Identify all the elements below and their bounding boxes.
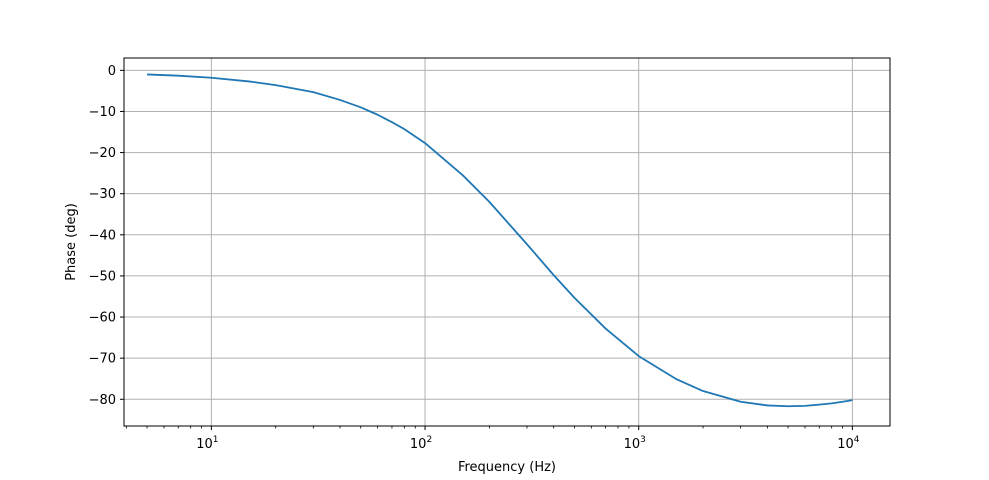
y-tick-label: −30 — [89, 187, 116, 202]
y-tick-label: −60 — [89, 311, 116, 326]
axis-ticks: 0 −10 −20 −30 −40 −50 −60 −70 −80 101 102 103 104 — [89, 64, 860, 452]
y-tick-label: −10 — [89, 105, 116, 120]
plot-frame — [123, 57, 891, 427]
y-tick-label: −20 — [89, 146, 116, 161]
grid-lines — [124, 58, 890, 426]
x-tick-label: 103 — [624, 435, 646, 452]
phase-series-line — [147, 73, 853, 408]
x-tick-label: 101 — [196, 435, 218, 452]
x-tick-label: 102 — [410, 435, 432, 452]
y-tick-label: −50 — [89, 269, 116, 284]
y-tick-label: −70 — [89, 352, 116, 367]
y-tick-label: −80 — [89, 393, 116, 408]
x-axis-label: Frequency (Hz) — [458, 460, 556, 475]
x-tick-label: 104 — [837, 435, 860, 452]
y-tick-label: −40 — [89, 228, 116, 243]
y-tick-label: 0 — [108, 64, 116, 79]
series-group — [147, 73, 853, 408]
y-axis-label: Phase (deg) — [64, 203, 79, 281]
